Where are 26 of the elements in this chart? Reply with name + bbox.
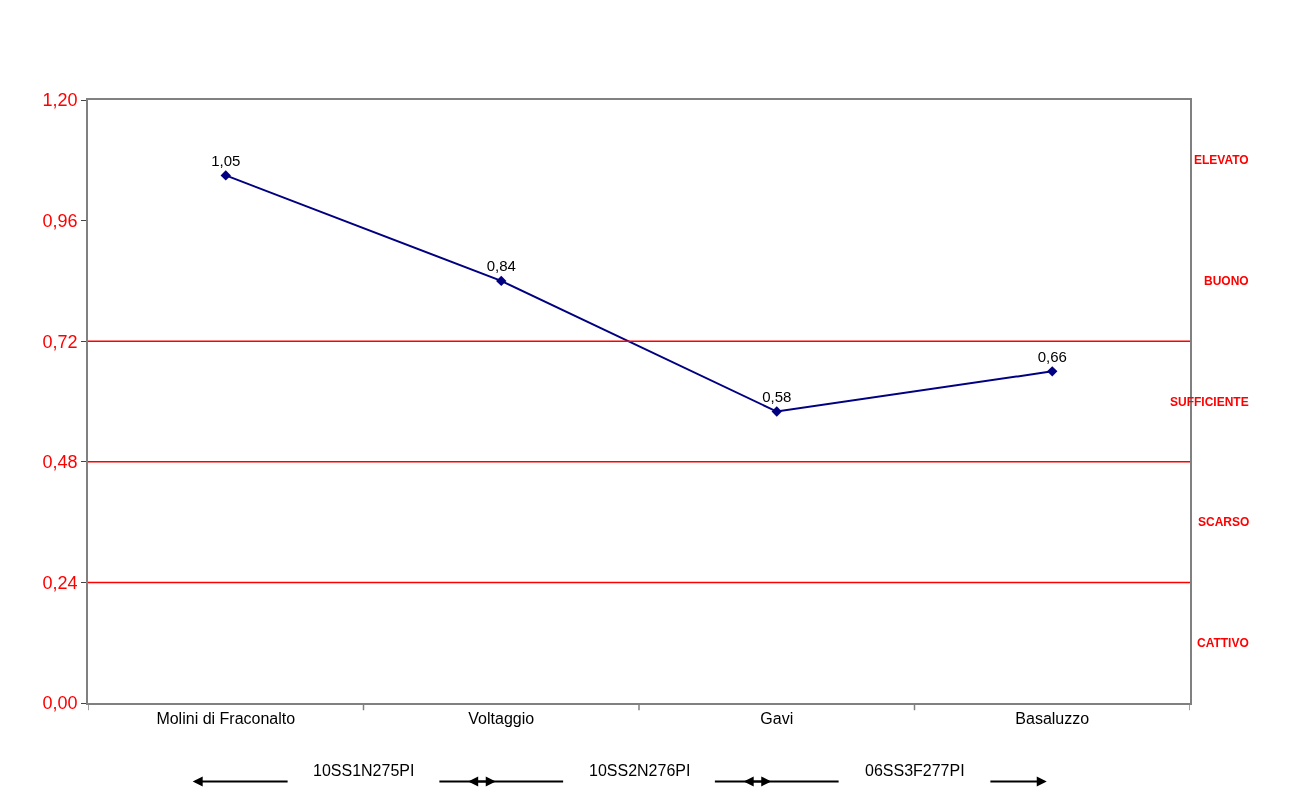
y-tick-label: 1,20 <box>42 90 78 111</box>
annotation: SUFFICIENTE <box>1170 395 1249 409</box>
x-tick-label: Molini di Fraconalto <box>156 709 296 727</box>
x-tick-label: Voltaggio <box>468 709 535 727</box>
text: 06SS3F277PI <box>865 762 965 779</box>
text: 10SS2N276PI <box>589 762 691 779</box>
data-label: 0,58 <box>762 387 792 405</box>
data-label: 0,84 <box>486 257 516 275</box>
y-tick-label: 0,72 <box>42 331 78 352</box>
y-tick-label: 0,48 <box>42 452 78 473</box>
y-tick-label: 0,00 <box>42 693 78 714</box>
point <box>496 275 507 287</box>
data-label: 0,66 <box>1037 347 1067 365</box>
text: CATTIVO <box>1197 636 1249 650</box>
text: SCARSO <box>1198 515 1250 529</box>
text: ELEVATO <box>1194 153 1249 167</box>
y-tick-label: 0,24 <box>42 572 78 593</box>
y-tick-label: 0,96 <box>42 210 78 231</box>
point <box>771 406 782 417</box>
data-label: 1,05 <box>211 151 241 169</box>
text: 10SS1N275PI <box>313 762 415 779</box>
point <box>1047 366 1058 377</box>
x-tick-label: Basaluzzo <box>1015 709 1090 727</box>
text: BUONO <box>1204 274 1249 288</box>
point <box>220 170 231 181</box>
x-tick-label: Gavi <box>760 709 794 727</box>
